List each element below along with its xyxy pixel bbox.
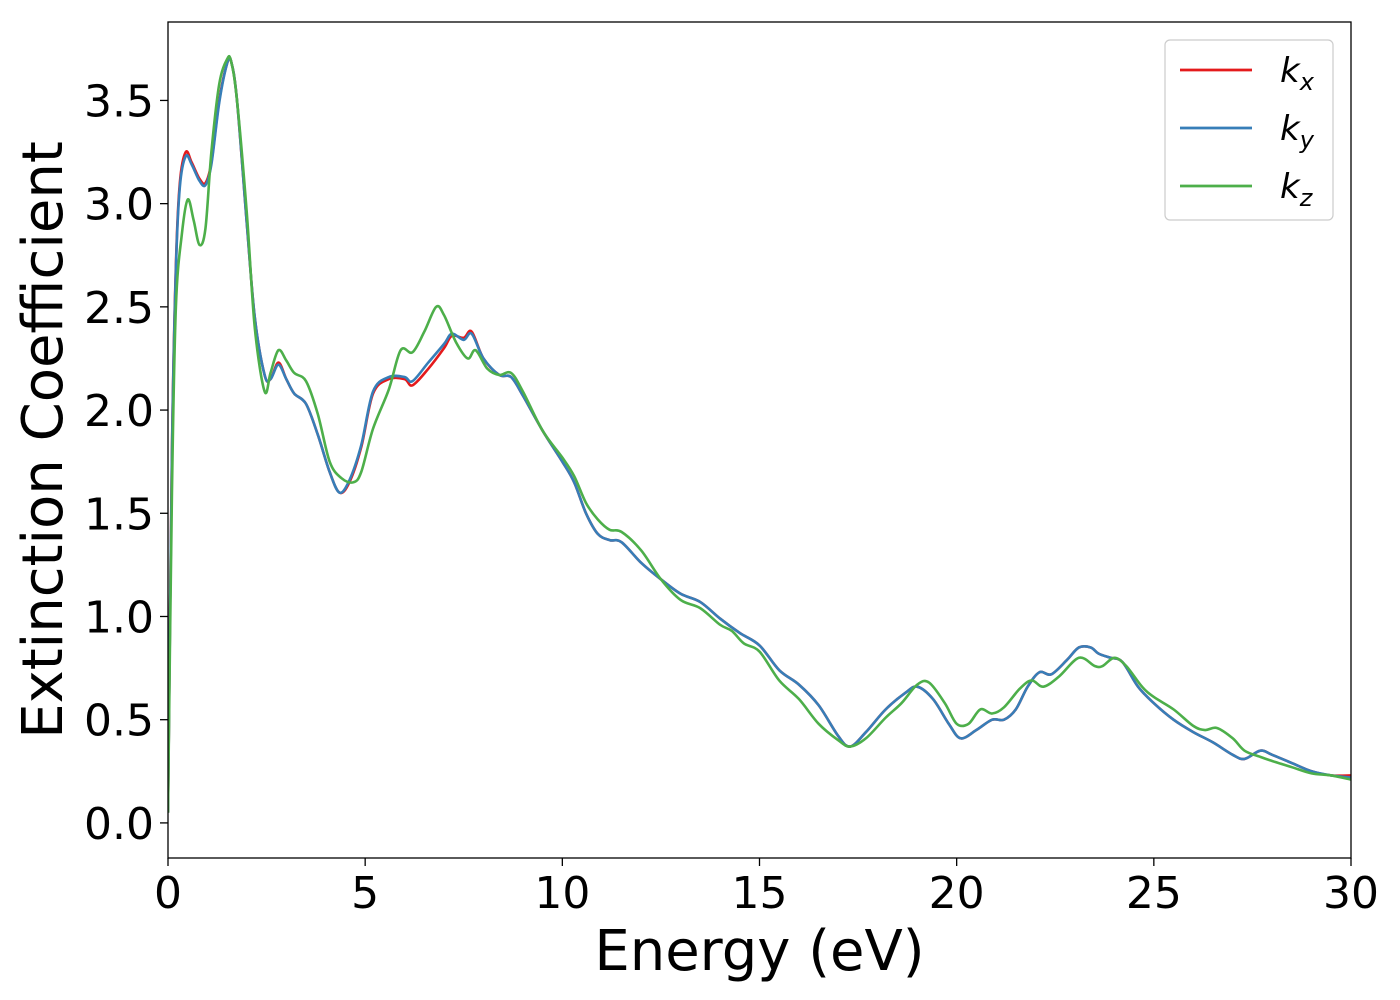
legend-label-y: ky [1280,109,1315,154]
series-layer [168,54,1351,813]
y-tick-label: 3.5 [84,76,154,127]
series-line-z [168,54,1351,813]
x-tick-label: 25 [1126,868,1182,919]
x-tick-label: 30 [1323,868,1379,919]
legend-label-z: kz [1280,167,1314,212]
y-tick-label: 2.5 [84,283,154,334]
y-tick-label: 1.0 [84,592,154,643]
y-tick-label: 1.5 [84,489,154,540]
legend: kx ky kz [1164,39,1334,221]
y-tick-label: 2.0 [84,386,154,437]
x-axis-ticks: 0 5 10 15 20 25 30 [154,858,1379,919]
y-axis-label: Extinction Coefficient [11,141,76,739]
x-tick-label: 5 [351,868,379,919]
legend-label-x: kx [1280,51,1315,96]
x-axis-label: Energy (eV) [594,919,924,984]
x-tick-label: 15 [732,868,788,919]
legend-box [1164,39,1334,221]
x-tick-label: 20 [929,868,985,919]
y-axis-ticks: 0.0 0.5 1.0 1.5 2.0 2.5 3.0 3.5 [84,76,168,850]
x-tick-label: 10 [534,868,590,919]
y-tick-label: 0.5 [84,696,154,747]
x-tick-label: 0 [154,868,182,919]
y-tick-label: 3.0 [84,180,154,231]
y-tick-label: 0.0 [84,799,154,850]
